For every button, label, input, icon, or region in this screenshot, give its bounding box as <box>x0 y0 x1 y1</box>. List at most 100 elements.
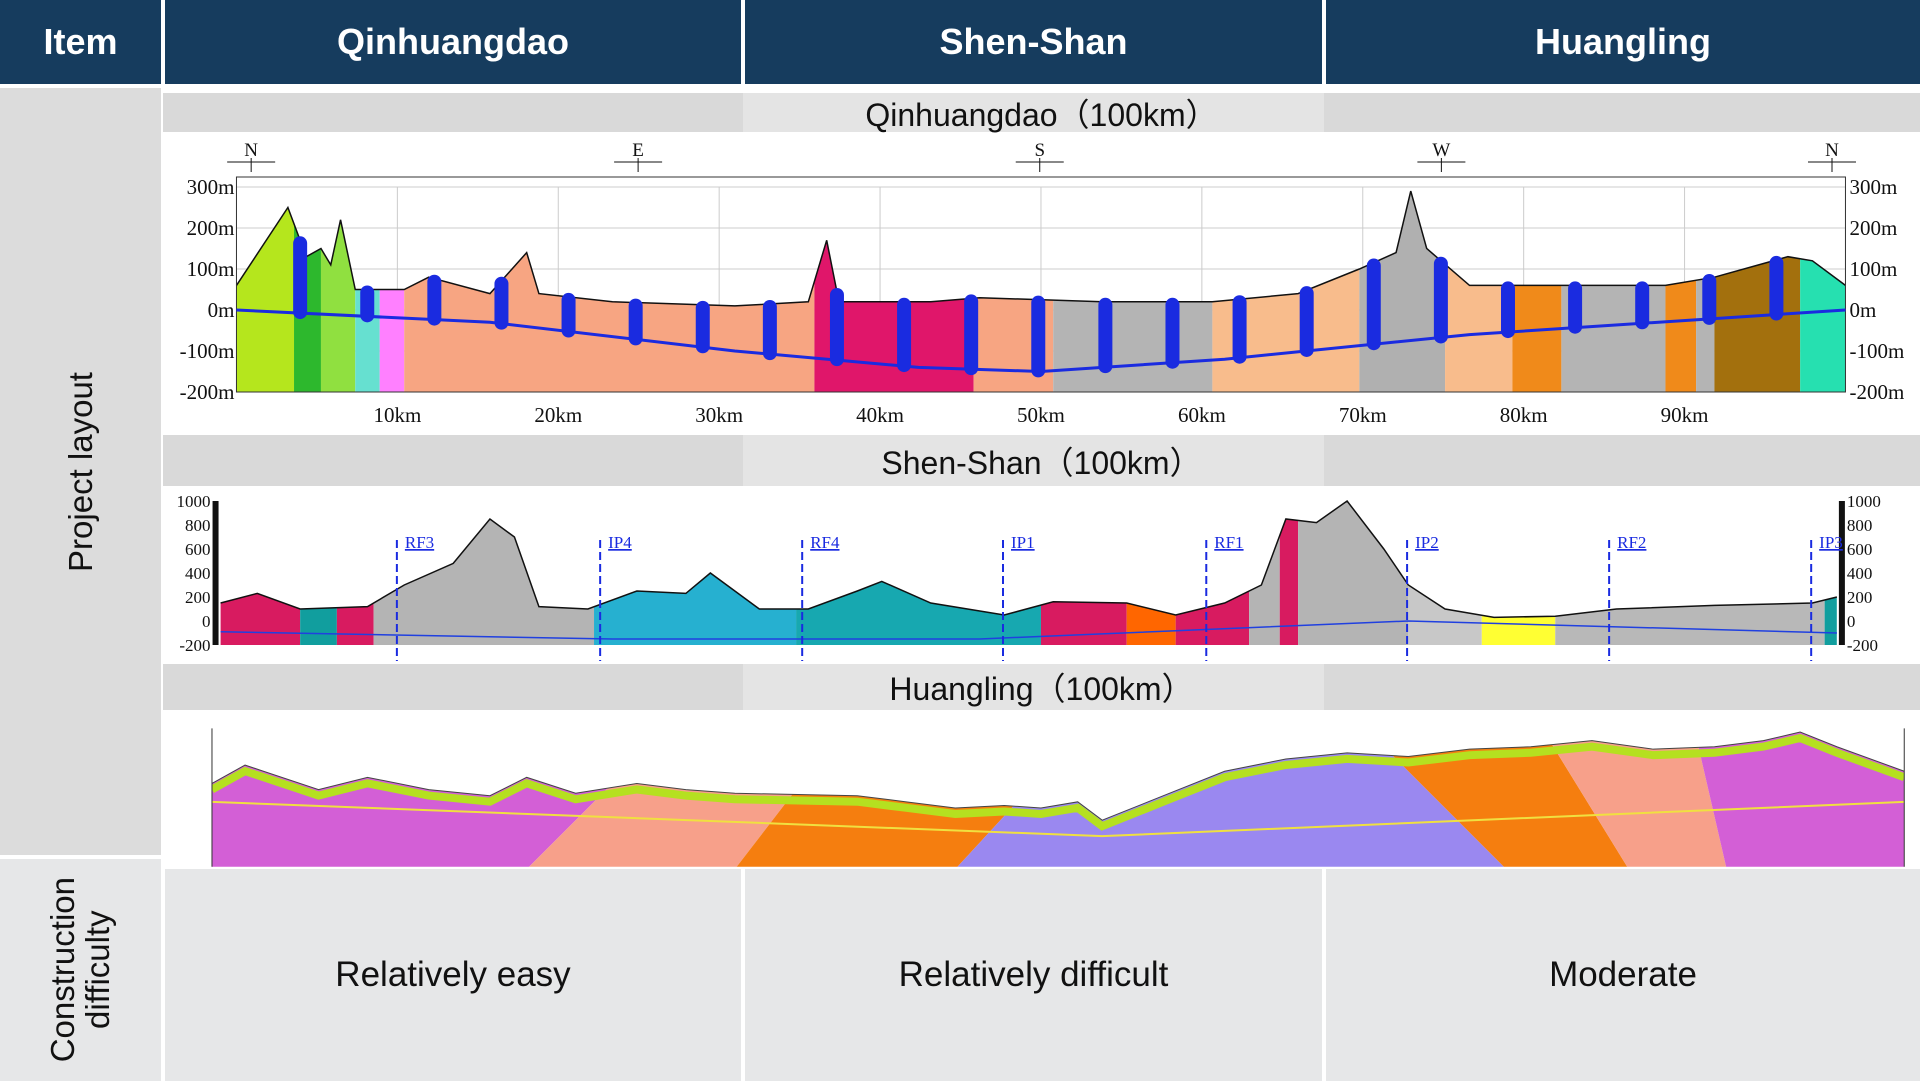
stratum <box>796 501 1041 645</box>
shaft <box>964 294 979 376</box>
header-cell: Qinhuangdao <box>165 0 741 84</box>
shaft <box>1500 281 1515 339</box>
shaft <box>1769 255 1784 321</box>
shaft <box>1433 256 1448 344</box>
y-label: 0m <box>1849 298 1876 322</box>
y-label: 0m <box>208 298 235 322</box>
shaft <box>762 299 777 361</box>
x-label: 40km <box>856 403 904 427</box>
shaft <box>1568 281 1583 334</box>
terrain-line <box>220 499 1838 619</box>
x-label: 80km <box>1500 403 1548 427</box>
y-label: 1000 <box>1847 492 1881 511</box>
stratum <box>1249 501 1280 645</box>
shaft <box>293 236 308 320</box>
shaft <box>829 287 844 367</box>
shaft <box>360 285 375 323</box>
shaft <box>1702 274 1717 325</box>
row-label: Project layout <box>61 371 99 572</box>
stratum <box>594 501 797 645</box>
header-cell: Huangling <box>1326 0 1920 84</box>
shaft <box>897 297 912 373</box>
stratum <box>1126 501 1176 645</box>
y-label: -100m <box>1849 339 1904 363</box>
marker-label: IP1 <box>1011 533 1035 552</box>
y-label: 300m <box>187 175 235 199</box>
shaft <box>1635 281 1650 330</box>
y-label: 0 <box>202 612 211 631</box>
y-label: -100m <box>180 339 235 363</box>
stratum <box>220 501 301 645</box>
direction-label: W <box>1432 140 1450 161</box>
direction-label: N <box>1825 140 1839 161</box>
profile-title-bar: Shen-Shan（100km） <box>163 435 1920 486</box>
y-label: 200m <box>187 216 235 240</box>
shaft <box>1232 295 1247 364</box>
y-label: -200 <box>1847 636 1878 655</box>
marker-label: IP4 <box>608 533 632 552</box>
marker-label: IP3 <box>1819 533 1843 552</box>
difficulty-cell: Moderate <box>1326 869 1920 1081</box>
profile-shen-shan: 1000 1000 800 800 600 600 400 400 200 200 0 0 -200 -2… <box>177 492 1881 661</box>
right-scale <box>1838 501 1845 645</box>
profile-qinhuangdao: 300m 300m 200m 200m 100m 100m 0m 0m -100m -100m -2… <box>180 140 1905 427</box>
y-label: 0 <box>1847 612 1856 631</box>
profile-title-bar: Qinhuangdao（100km） <box>163 93 1920 133</box>
y-label: 300m <box>1849 175 1897 199</box>
y-label: 100m <box>1849 257 1897 281</box>
shaft <box>1366 258 1381 351</box>
stratum <box>955 732 1507 867</box>
direction-label: E <box>632 140 644 161</box>
profile-huangling <box>211 728 1905 867</box>
marker-label: RF1 <box>1214 533 1243 552</box>
stratum <box>1175 501 1250 645</box>
marker-label: RF4 <box>810 533 840 552</box>
marker-label: RF2 <box>1617 533 1646 552</box>
tunnel-line <box>211 800 1905 838</box>
tunnel-line <box>220 620 1837 640</box>
tunnel-line <box>236 308 1846 374</box>
profile-title: Shen-Shan（100km） <box>881 444 1202 481</box>
row-label-cell: Construction difficulty <box>0 859 161 1081</box>
x-label: 50km <box>1017 403 1065 427</box>
surface-band <box>211 733 1905 831</box>
terrain-line <box>211 731 1905 821</box>
y-label: 200 <box>1847 588 1873 607</box>
x-label: 30km <box>695 403 743 427</box>
stratum <box>1298 501 1409 645</box>
strata <box>211 732 1905 867</box>
direction-label: S <box>1034 140 1045 161</box>
header-cell: Shen-Shan <box>745 0 1322 84</box>
shaft <box>1165 297 1180 369</box>
row-label: Construction difficulty <box>43 877 116 1063</box>
y-label: -200m <box>1849 380 1904 404</box>
x-label: 70km <box>1339 403 1387 427</box>
stratum <box>1408 501 1482 645</box>
profile-title-bar: Huangling（100km） <box>163 664 1920 710</box>
y-label: 200m <box>1849 216 1897 240</box>
shaft <box>628 298 643 346</box>
header-cell: Item <box>0 0 161 84</box>
stratum <box>1689 732 1905 867</box>
x-label: 90km <box>1661 403 1709 427</box>
y-label: 400 <box>185 564 211 583</box>
y-label: 600 <box>1847 540 1873 559</box>
shaft <box>427 274 442 326</box>
x-label: 10km <box>373 403 421 427</box>
marker-label: RF3 <box>405 533 434 552</box>
shaft <box>1098 297 1113 374</box>
x-label: 60km <box>1178 403 1226 427</box>
row-label-cell: Project layout <box>0 88 161 855</box>
difficulty-cell: Relatively difficult <box>745 869 1322 1081</box>
plot-frame <box>235 176 1846 393</box>
stratum <box>1279 501 1299 645</box>
y-label: 1000 <box>177 492 211 511</box>
strata <box>220 501 1837 645</box>
left-scale <box>212 501 219 645</box>
stratum <box>300 501 337 645</box>
y-label: 800 <box>1847 516 1873 535</box>
y-label: -200m <box>180 380 235 404</box>
difficulty-cell: Relatively easy <box>165 869 741 1081</box>
y-label: 100m <box>187 257 235 281</box>
shaft <box>695 300 710 354</box>
